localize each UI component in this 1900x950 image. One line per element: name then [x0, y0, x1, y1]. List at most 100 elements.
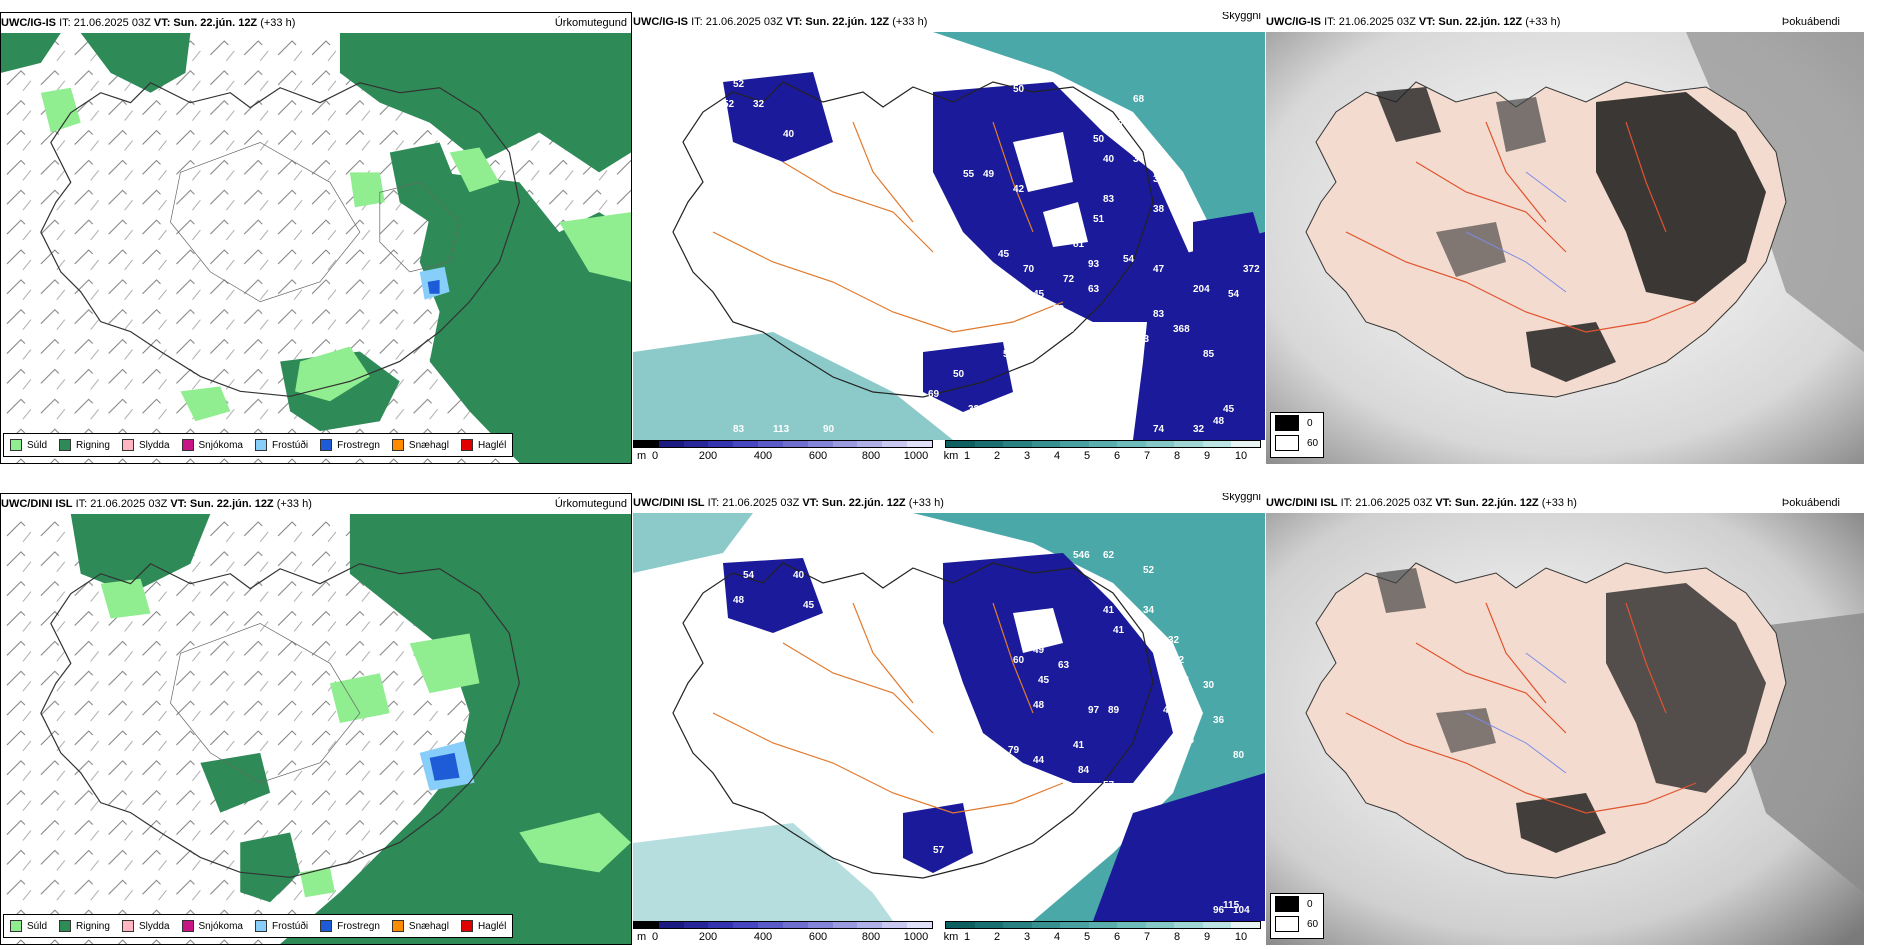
visibility-value-label: 55 [963, 169, 975, 180]
visibility-scale-labels: km 1 2 3 4 5 6 7 8 9 10 [944, 450, 1261, 464]
issue-time: IT: 21.06.2025 03Z [1340, 497, 1433, 509]
visibility-map[interactable]: 52 52 32 40 50 68 50 47 68 40 36 55 49 42 32 51 38 30 57 81… [633, 32, 1265, 440]
valid-time: VT: Sun. 22.jún. 12Z [153, 17, 258, 29]
scale-tick: 10 [1234, 931, 1248, 943]
scale-tick: 2 [993, 931, 1001, 943]
visibility-value-label: 93 [1088, 259, 1100, 270]
scale-tick: 5 [1083, 931, 1091, 943]
issue-time: IT: 21.06.2025 03Z [691, 16, 783, 28]
scale-color-step [683, 922, 709, 928]
legend-swatch [254, 920, 267, 932]
visibility-value-label: 54 [923, 880, 935, 891]
visibility-value-label: 32 [1153, 174, 1165, 185]
legend-swatch [59, 920, 72, 932]
visibility-panel-bottom: UWC/DINI ISL IT: 21.06.2025 03Z VT: Sun.… [633, 493, 1265, 945]
panel-title: Skyggni [1221, 12, 1261, 22]
visibility-value-label: 83 [1153, 309, 1165, 320]
visibility-value-label: 44 [1033, 755, 1045, 766]
scale-color-step [807, 922, 833, 928]
scale-color-step [1088, 441, 1118, 447]
visibility-value-label: 72 [1063, 274, 1075, 285]
legend-item: Snjókoma [181, 920, 243, 932]
legend-label: Snjókoma [198, 439, 243, 451]
scale-unit: m [637, 450, 647, 462]
panel-header: UWC/IG-IS IT: 21.06.2025 03Z VT: Sun. 22… [1266, 12, 1900, 32]
visibility-scale-km: km 1 2 3 4 5 6 7 8 9 10 [944, 440, 1261, 464]
fog-map[interactable] [1266, 513, 1864, 945]
scale-color-step [1117, 922, 1146, 928]
scale-tick: 10 [1234, 450, 1248, 462]
panel-title: Þokuábendi [1781, 16, 1840, 28]
scale-tick: 4 [1053, 450, 1061, 462]
legend-swatch [320, 920, 333, 932]
scale-color-step [832, 922, 858, 928]
visibility-value-label: 54 [1003, 349, 1015, 360]
legend-swatch [121, 920, 134, 932]
visibility-value-label: 70 [1023, 264, 1035, 275]
fog-legend-label: 60 [1307, 918, 1319, 930]
precip-map[interactable] [1, 514, 631, 944]
scale-color-step [1202, 922, 1232, 928]
visibility-value-label: 54 [1228, 289, 1240, 300]
scale-tick: 3 [1023, 450, 1031, 462]
visibility-scale-bar [945, 440, 1261, 448]
precip-map[interactable] [1, 33, 631, 463]
visibility-value-label: 45 [1153, 755, 1165, 766]
fog-panel-top: UWC/IG-IS IT: 21.06.2025 03Z VT: Sun. 22… [1266, 12, 1900, 464]
precip-legend: Súld Rigning Slydda Snjókoma Frostúði Fr… [3, 433, 514, 457]
visibility-value-label: 34 [1143, 605, 1155, 616]
fog-map[interactable] [1266, 32, 1864, 464]
legend-swatch [391, 439, 404, 451]
valid-time: VT: Sun. 22.jún. 12Z [1435, 497, 1539, 509]
scale-color-step [1117, 441, 1146, 447]
visibility-value-label: 63 [1088, 284, 1100, 295]
visibility-panel-top: UWC/IG-IS IT: 21.06.2025 03Z VT: Sun. 22… [633, 12, 1265, 464]
legend-label: Súld [27, 439, 48, 451]
visibility-value-label: 40 [783, 129, 795, 140]
visibility-value-label: 90 [823, 424, 835, 435]
legend-label: Haglél [477, 439, 507, 451]
visibility-value-label: 52 [723, 99, 735, 110]
legend-label: Snæhagl [408, 439, 449, 451]
fog-legend: 0 60 [1270, 412, 1324, 458]
scale-tick: 1 [963, 931, 971, 943]
visibility-map[interactable]: 52 54 40 48 45 43 546 62 52 41 34 41 32 49 63 60 45 48 32 3… [633, 513, 1265, 921]
scale-color-step [857, 441, 883, 447]
panel-title: Úrkomutegund [554, 498, 627, 510]
visibility-scale-bar [945, 921, 1261, 929]
scale-color-step [1003, 922, 1032, 928]
scale-tick: 400 [753, 450, 773, 462]
legend-item: Rigning [59, 920, 110, 932]
scale-color-step [1145, 441, 1175, 447]
scale-color-step [733, 922, 759, 928]
fog-legend-label: 60 [1307, 437, 1319, 449]
visibility-value-label: 43 [838, 600, 850, 611]
scale-color-step [782, 441, 808, 447]
fog-legend-label: 0 [1307, 417, 1313, 429]
scale-tick: 2 [993, 450, 1001, 462]
scale-color-step [1031, 441, 1061, 447]
precip-map-canvas [1, 514, 631, 944]
scale-color-step [907, 441, 932, 447]
visibility-value-label: 36 [903, 900, 915, 911]
scale-color-step [1003, 441, 1032, 447]
scale-unit: km [943, 931, 959, 943]
scale-tick: 7 [1143, 931, 1151, 943]
scale-tick: 6 [1113, 931, 1121, 943]
visibility-values: 52 54 40 48 45 43 546 62 52 41 34 41 32 49 63 60 45 48 32 3… [733, 550, 1250, 916]
visibility-value-label: 83 [1103, 194, 1115, 205]
visibility-value-label: 50 [953, 369, 965, 380]
visibility-map-canvas: 52 54 40 48 45 43 546 62 52 41 34 41 32 49 63 60 45 48 32 3… [633, 513, 1265, 921]
scale-tick: 400 [753, 931, 773, 943]
scale-color-step [1231, 922, 1261, 928]
scale-color-step [907, 922, 932, 928]
scale-color-step [658, 922, 684, 928]
visibility-value-label: 56 [1183, 735, 1195, 746]
scale-tick: 8 [1173, 931, 1181, 943]
lead-time: (+33 h) [1525, 16, 1561, 28]
legend-label: Slydda [138, 920, 170, 932]
legend-item: Rigning [59, 439, 110, 451]
visibility-value-label: 57 [1053, 219, 1065, 230]
scale-color-step [1174, 441, 1203, 447]
visibility-value-label: 63 [1063, 324, 1075, 335]
